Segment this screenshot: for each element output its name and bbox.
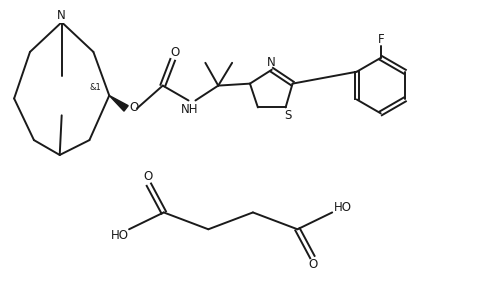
Text: HO: HO [111,229,129,242]
Text: O: O [308,258,317,271]
Text: S: S [284,109,291,122]
Text: F: F [377,32,383,45]
Text: O: O [129,101,139,114]
Text: HO: HO [333,201,351,214]
Text: O: O [143,170,152,183]
Text: NH: NH [181,103,198,116]
Text: N: N [57,9,66,22]
Text: &1: &1 [89,83,101,92]
Text: N: N [267,56,276,69]
Text: O: O [170,46,179,59]
Polygon shape [109,95,128,111]
